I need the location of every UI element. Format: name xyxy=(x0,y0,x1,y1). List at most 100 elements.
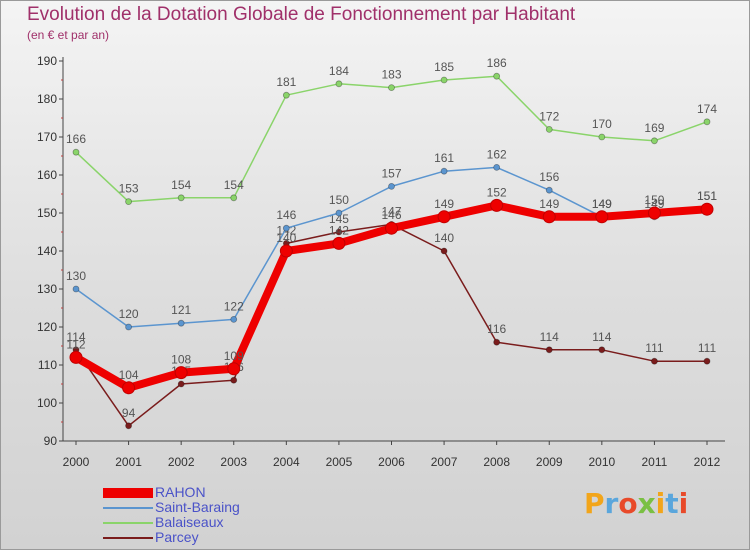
x-tick-label: 2005 xyxy=(326,455,353,469)
y-tick-label: 140 xyxy=(37,244,57,258)
data-label-parcey: 116 xyxy=(487,322,506,336)
data-point-balaiseaux xyxy=(440,76,448,84)
data-label-parcey: 114 xyxy=(592,330,611,344)
logo-letter: P xyxy=(584,487,605,520)
data-point-rahon xyxy=(122,381,136,395)
y-tick-label: 160 xyxy=(37,168,57,182)
data-point-parcey xyxy=(598,346,606,354)
legend-swatch-saint-baraing xyxy=(103,506,153,509)
data-label-balaiseaux: 169 xyxy=(644,121,664,135)
y-tick-label: 180 xyxy=(37,92,57,106)
data-label-parcey: 147 xyxy=(381,204,401,218)
data-label-balaiseaux: 172 xyxy=(539,109,559,123)
y-tick-label: 110 xyxy=(38,358,57,372)
data-point-saint-baraing xyxy=(230,315,238,323)
data-label-rahon: 104 xyxy=(119,368,139,382)
data-point-saint-baraing xyxy=(388,182,395,190)
data-label-saint-baraing: 149 xyxy=(592,197,612,211)
data-label-saint-baraing: 161 xyxy=(434,151,454,165)
logo-letter: i xyxy=(655,487,666,520)
x-tick-label: 2003 xyxy=(220,455,247,469)
data-point-parcey xyxy=(493,338,501,346)
data-point-rahon xyxy=(69,350,83,364)
data-label-rahon: 149 xyxy=(434,197,454,211)
data-label-parcey: 145 xyxy=(329,212,349,226)
data-point-saint-baraing xyxy=(335,209,343,217)
x-tick-label: 2000 xyxy=(63,455,90,469)
data-point-balaiseaux xyxy=(493,72,501,80)
data-point-saint-baraing xyxy=(282,224,290,232)
data-label-parcey: 111 xyxy=(698,341,717,355)
data-label-parcey: 114 xyxy=(66,330,85,344)
x-tick-label: 2008 xyxy=(483,455,510,469)
data-point-rahon xyxy=(542,210,556,224)
data-label-rahon: 149 xyxy=(539,197,559,211)
data-label-saint-baraing: 122 xyxy=(224,299,244,313)
data-point-rahon xyxy=(437,210,451,224)
data-label-parcey: 114 xyxy=(540,330,559,344)
y-tick-label: 120 xyxy=(37,320,57,334)
data-label-balaiseaux: 174 xyxy=(697,102,717,116)
data-label-parcey: 140 xyxy=(434,231,454,245)
legend-label-saint-baraing: Saint-Baraing xyxy=(155,499,240,515)
data-label-saint-baraing: 130 xyxy=(66,269,86,283)
data-label-balaiseaux: 153 xyxy=(119,182,139,196)
data-point-rahon xyxy=(700,202,714,216)
y-tick-label: 130 xyxy=(37,282,57,296)
data-label-balaiseaux: 183 xyxy=(381,68,401,82)
chart-title: Evolution de la Dotation Globale de Fonc… xyxy=(27,4,576,25)
data-point-balaiseaux xyxy=(388,84,395,91)
series-line-parcey xyxy=(75,223,708,427)
legend-label-balaiseaux: Balaiseaux xyxy=(155,514,224,530)
data-label-balaiseaux: 181 xyxy=(276,75,296,89)
data-point-balaiseaux xyxy=(282,91,290,99)
x-tick-label: 2007 xyxy=(431,455,458,469)
data-label-balaiseaux: 154 xyxy=(224,178,244,192)
data-label-balaiseaux: 186 xyxy=(487,56,507,70)
data-point-parcey xyxy=(230,376,238,384)
legend-swatch-parcey xyxy=(103,536,153,539)
data-label-saint-baraing: 157 xyxy=(381,166,401,180)
data-point-parcey xyxy=(335,228,343,236)
legend-swatch-rahon xyxy=(103,487,153,498)
data-label-rahon: 151 xyxy=(697,189,717,203)
data-label-rahon: 109 xyxy=(224,349,244,363)
data-label-rahon: 146 xyxy=(381,208,401,222)
x-tick-label: 2001 xyxy=(115,455,142,469)
data-point-parcey xyxy=(651,357,658,365)
data-label-parcey: 94 xyxy=(122,406,136,420)
data-label-rahon: 142 xyxy=(329,223,349,237)
data-label-balaiseaux: 184 xyxy=(329,64,349,78)
data-point-rahon xyxy=(227,362,241,376)
x-tick-label: 2006 xyxy=(378,455,405,469)
data-point-balaiseaux xyxy=(230,194,238,202)
x-tick-label: 2009 xyxy=(536,455,563,469)
data-point-parcey xyxy=(703,357,711,365)
x-tick-label: 2004 xyxy=(273,455,300,469)
data-label-balaiseaux: 154 xyxy=(171,178,191,192)
logo-letter: o xyxy=(618,487,638,520)
x-tick-label: 2011 xyxy=(642,455,668,469)
y-tick-label: 100 xyxy=(37,396,57,410)
data-point-rahon xyxy=(647,206,661,220)
data-label-saint-baraing: 149 xyxy=(644,197,664,211)
data-label-saint-baraing: 121 xyxy=(171,303,191,317)
data-point-balaiseaux xyxy=(545,125,553,133)
data-point-balaiseaux xyxy=(72,148,80,156)
data-point-balaiseaux xyxy=(125,198,132,206)
x-tick-label: 2002 xyxy=(168,455,195,469)
data-point-balaiseaux xyxy=(177,194,185,202)
data-label-balaiseaux: 185 xyxy=(434,60,454,74)
data-point-saint-baraing xyxy=(545,186,553,194)
data-point-rahon xyxy=(174,366,188,380)
data-point-rahon xyxy=(490,198,504,212)
y-tick-label: 190 xyxy=(37,54,57,68)
data-point-balaiseaux xyxy=(651,137,658,145)
y-tick-label: 150 xyxy=(37,206,57,220)
legend-label-rahon: RAHON xyxy=(155,484,206,500)
data-label-rahon: 152 xyxy=(487,185,507,199)
data-point-rahon xyxy=(385,221,398,235)
legend-swatch-balaiseaux xyxy=(103,521,153,524)
data-label-saint-baraing: 146 xyxy=(276,208,296,222)
data-label-saint-baraing: 162 xyxy=(487,147,507,161)
